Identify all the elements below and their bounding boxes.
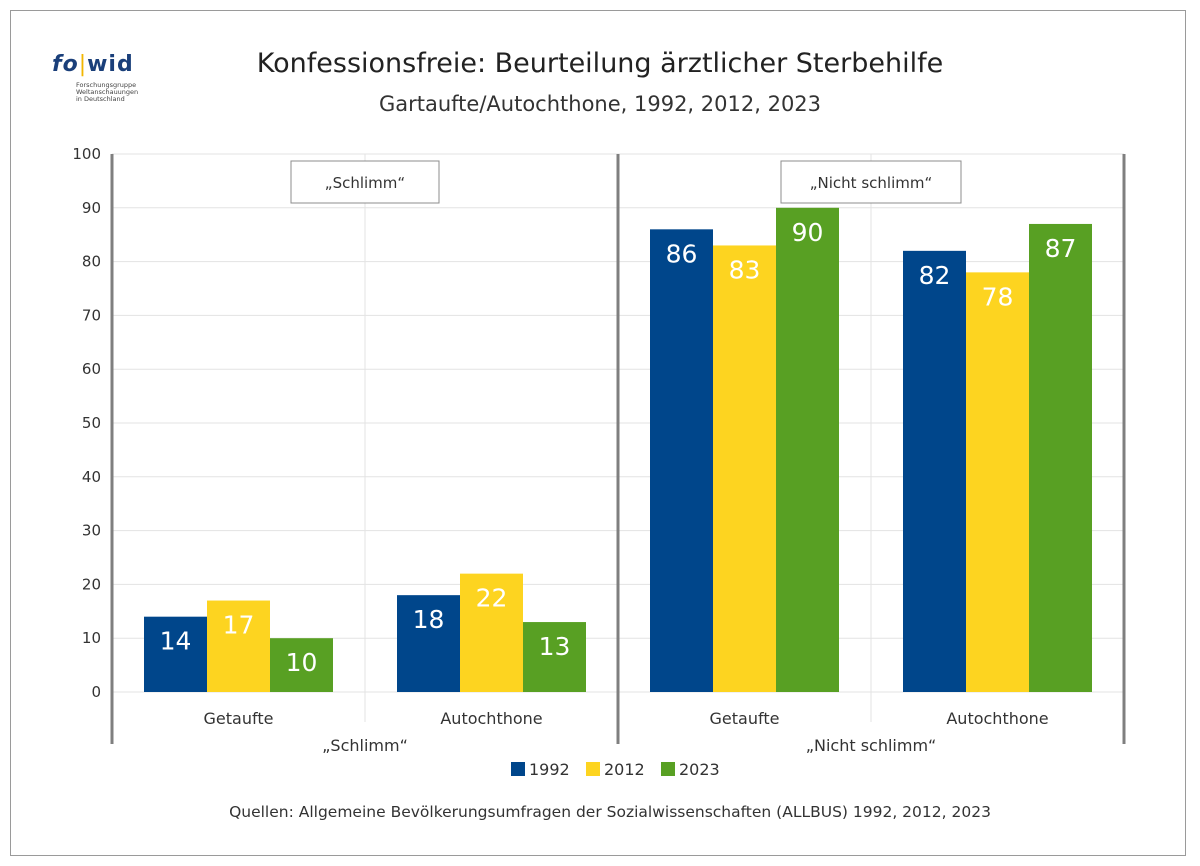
bar-2023	[1029, 223, 1092, 692]
category-label: Getaufte	[204, 709, 274, 728]
group-box-label: „Schlimm“	[325, 174, 405, 192]
bar-1992	[144, 616, 207, 692]
y-tick-label: 10	[82, 629, 101, 647]
bar-1992	[650, 229, 713, 692]
data-label: 17	[223, 611, 255, 640]
bar-1992	[397, 595, 460, 692]
y-tick-label: 0	[91, 683, 101, 701]
data-label: 10	[286, 648, 318, 677]
bar-1992	[903, 250, 966, 692]
data-label: 90	[792, 218, 824, 247]
bar-2012	[966, 272, 1029, 692]
y-tick-label: 40	[82, 468, 101, 486]
group-label: „Schlimm“	[322, 736, 408, 755]
group-box	[290, 160, 440, 204]
chart-title: Konfessionsfreie: Beurteilung ärztlicher…	[256, 48, 944, 79]
data-label: 82	[919, 261, 951, 290]
y-tick-label: 50	[82, 414, 101, 432]
legend-swatch-2023	[661, 762, 675, 776]
fowid-logo: fo|wid Forschungsgruppe Weltanschauungen…	[52, 52, 162, 112]
data-label: 14	[160, 627, 192, 656]
group-box	[780, 160, 962, 204]
category-label: Autochthone	[440, 709, 542, 728]
bar-2023	[270, 638, 333, 692]
category-label: Getaufte	[710, 709, 780, 728]
group-box-label: „Nicht schlimm“	[810, 174, 932, 192]
data-label: 13	[539, 632, 571, 661]
y-tick-label: 70	[82, 306, 101, 324]
y-tick-label: 80	[82, 253, 101, 271]
data-label: 83	[729, 255, 761, 284]
data-label: 86	[666, 239, 698, 268]
data-label: 78	[982, 282, 1014, 311]
bar-2012	[460, 573, 523, 692]
data-label: 18	[413, 605, 445, 634]
y-tick-label: 100	[72, 145, 101, 163]
data-label: 22	[476, 584, 508, 613]
logo-mark: fo|wid	[52, 52, 134, 77]
legend-label: 1992	[529, 760, 570, 779]
logo-subtitle: Forschungsgruppe Weltanschauungen in Deu…	[76, 81, 139, 103]
y-tick-label: 20	[82, 575, 101, 593]
chart-subtitle: Gartaufte/Autochthone, 1992, 2012, 2023	[378, 92, 822, 116]
y-tick-label: 30	[82, 522, 101, 540]
bar-2023	[776, 207, 839, 693]
chart-source: Quellen: Allgemeine Bevölkerungsumfragen…	[229, 803, 991, 821]
legend-label: 2012	[604, 760, 645, 779]
bar-2012	[207, 600, 270, 692]
legend-swatch-2012	[586, 762, 600, 776]
bar-2023	[523, 622, 586, 692]
bar-2012	[713, 245, 776, 692]
group-label: „Nicht schlimm“	[806, 736, 937, 755]
data-label: 87	[1045, 234, 1077, 263]
category-label: Autochthone	[946, 709, 1048, 728]
y-tick-label: 60	[82, 360, 101, 378]
legend-label: 2023	[679, 760, 720, 779]
y-tick-label: 90	[82, 199, 101, 217]
legend-swatch-1992	[511, 762, 525, 776]
